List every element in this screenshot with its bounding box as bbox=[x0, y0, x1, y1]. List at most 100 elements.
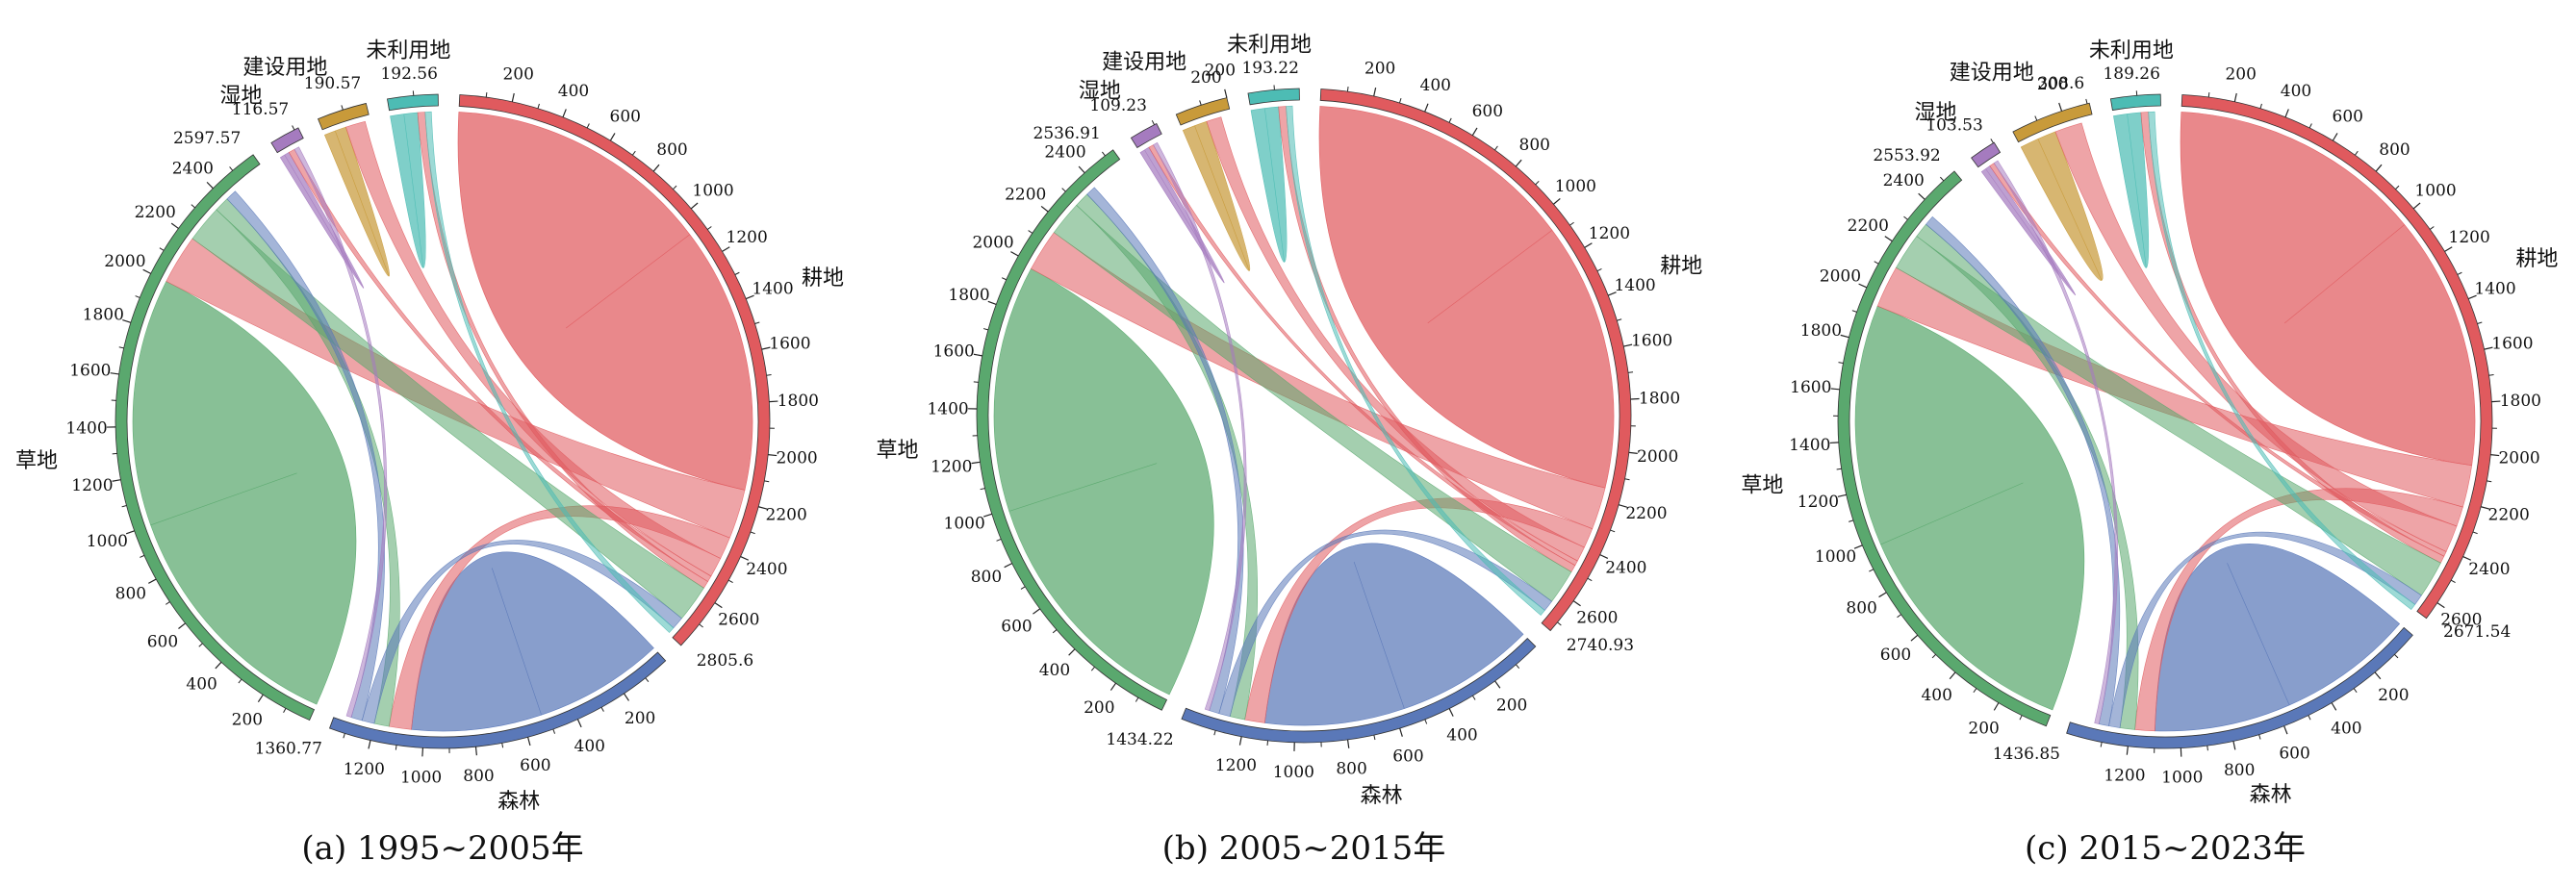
minor-tick-mark bbox=[1424, 719, 1428, 724]
total-label-wetland: 116.57 bbox=[232, 100, 289, 119]
total-label-wetland: 109.23 bbox=[1089, 96, 1146, 115]
minor-tick-mark bbox=[121, 505, 127, 508]
tick-label: 200 bbox=[1084, 698, 1114, 718]
minor-tick-mark bbox=[1897, 614, 1901, 619]
arc-forest bbox=[328, 651, 667, 749]
chord-panel: 200 400 600 800 1000 1200 1400 1600 1800 2000 2200… bbox=[15, 39, 844, 868]
tick-mark bbox=[2375, 164, 2383, 172]
tick-mark bbox=[2490, 454, 2500, 457]
minor-tick-mark bbox=[1001, 277, 1007, 281]
minor-tick-mark bbox=[2450, 579, 2456, 583]
category-label-unused-land: 未利用地 bbox=[1227, 34, 1312, 58]
tick-label: 2000 bbox=[104, 252, 145, 271]
tick-label: 2600 bbox=[718, 610, 759, 629]
chord-panel: 200 400 600 800 1000 1200 1400 1600 1800 2000 2200… bbox=[1741, 39, 2558, 868]
tick-mark bbox=[690, 202, 699, 210]
tick-mark bbox=[2332, 133, 2338, 141]
tick-label: 1200 bbox=[2104, 767, 2145, 786]
tick-mark bbox=[1949, 671, 1956, 680]
arc-cropland bbox=[2181, 94, 2493, 620]
tick-mark bbox=[562, 109, 567, 118]
tick-mark bbox=[1628, 451, 1638, 454]
tick-mark bbox=[1033, 608, 1041, 615]
minor-tick-mark bbox=[2207, 91, 2210, 98]
tick-label: 1000 bbox=[1555, 177, 1596, 196]
minor-tick-mark bbox=[552, 728, 556, 734]
tick-label: 400 bbox=[558, 82, 589, 101]
tick-mark bbox=[257, 694, 264, 703]
minor-tick-mark bbox=[537, 103, 540, 109]
tick-label: 2200 bbox=[2488, 506, 2530, 525]
category-label-wetland: 湿地 bbox=[1079, 80, 1121, 104]
minor-tick-mark bbox=[343, 733, 345, 739]
tick-label: 400 bbox=[2281, 82, 2311, 101]
tick-mark bbox=[1607, 291, 1617, 296]
tick-mark bbox=[1040, 205, 1049, 213]
tick-mark bbox=[1878, 592, 1887, 598]
tick-label: 2200 bbox=[1848, 216, 1889, 236]
tick-mark bbox=[1918, 192, 1926, 200]
arc-grassland bbox=[1837, 170, 2052, 727]
tick-label: 1600 bbox=[1631, 332, 1672, 351]
tick-label: 1200 bbox=[931, 458, 972, 477]
category-label-forest: 森林 bbox=[1361, 784, 1403, 808]
tick-label: 600 bbox=[147, 632, 178, 651]
panel-caption: (a) 1995~2005年 bbox=[301, 829, 583, 868]
minor-tick-mark bbox=[1869, 569, 1875, 572]
tick-label: 2600 bbox=[2440, 610, 2482, 629]
arc-construction-land bbox=[2012, 102, 2093, 143]
arc-wetland bbox=[270, 127, 304, 154]
tick-label: 2400 bbox=[1044, 142, 1085, 162]
tick-mark bbox=[1399, 727, 1403, 737]
tick-mark bbox=[1373, 87, 1377, 96]
tick-label: 800 bbox=[2224, 761, 2255, 780]
tick-label: 1800 bbox=[2500, 392, 2541, 411]
self-ribbon-forest bbox=[411, 551, 654, 732]
tick-label: 2000 bbox=[972, 233, 1013, 252]
tick-label: 1400 bbox=[752, 279, 793, 298]
tick-mark bbox=[2481, 506, 2490, 510]
tick-label: 200 bbox=[502, 64, 533, 84]
tick-label: 800 bbox=[1336, 760, 1366, 779]
minor-tick-mark bbox=[1596, 268, 1602, 272]
tick-mark bbox=[1471, 127, 1478, 137]
tick-mark bbox=[2444, 246, 2453, 252]
minor-tick-mark bbox=[1557, 621, 1562, 626]
arc-grassland bbox=[115, 154, 316, 721]
ribbon-group bbox=[993, 105, 1615, 726]
tick-mark bbox=[1010, 251, 1019, 257]
minor-tick-mark bbox=[982, 328, 989, 331]
tick-label: 1400 bbox=[1789, 436, 1830, 455]
tick-mark bbox=[421, 747, 424, 757]
tick-label: 2400 bbox=[172, 159, 214, 178]
tick-label: 2400 bbox=[1883, 171, 1925, 190]
category-label-forest: 森林 bbox=[2250, 783, 2292, 807]
ribbon-group bbox=[1854, 111, 2476, 732]
tick-mark bbox=[714, 602, 723, 609]
tick-label: 2200 bbox=[1005, 185, 1046, 204]
tick-mark bbox=[2232, 741, 2236, 750]
minor-tick-mark bbox=[1020, 586, 1026, 590]
tick-label: 1600 bbox=[769, 335, 810, 354]
category-label-grassland: 草地 bbox=[876, 439, 918, 463]
tick-label: 1000 bbox=[400, 768, 442, 787]
minor-tick-mark bbox=[764, 480, 770, 483]
tick-mark bbox=[2436, 602, 2445, 609]
flow-ribbon-wetland-to-forest bbox=[1993, 160, 2118, 724]
minor-tick-mark bbox=[2019, 715, 2023, 721]
arc-unused-land bbox=[387, 93, 439, 112]
self-ribbon-grassland bbox=[993, 268, 1214, 696]
flow-ribbon-cropland-to-grassland bbox=[1876, 266, 2473, 508]
tick-mark bbox=[1346, 739, 1350, 748]
self-ribbon-forest bbox=[1263, 543, 1524, 726]
category-label-unused-land: 未利用地 bbox=[2089, 39, 2174, 63]
minor-tick-mark bbox=[1516, 664, 1520, 669]
total-label-construction-land: 308.6 bbox=[2038, 74, 2085, 93]
tick-label: 1800 bbox=[948, 286, 989, 305]
minor-tick-mark bbox=[2206, 746, 2208, 751]
minor-tick-mark bbox=[2100, 742, 2103, 747]
tick-mark bbox=[1858, 283, 1868, 289]
tick-mark bbox=[1068, 648, 1076, 656]
minor-tick-mark bbox=[2085, 98, 2088, 104]
